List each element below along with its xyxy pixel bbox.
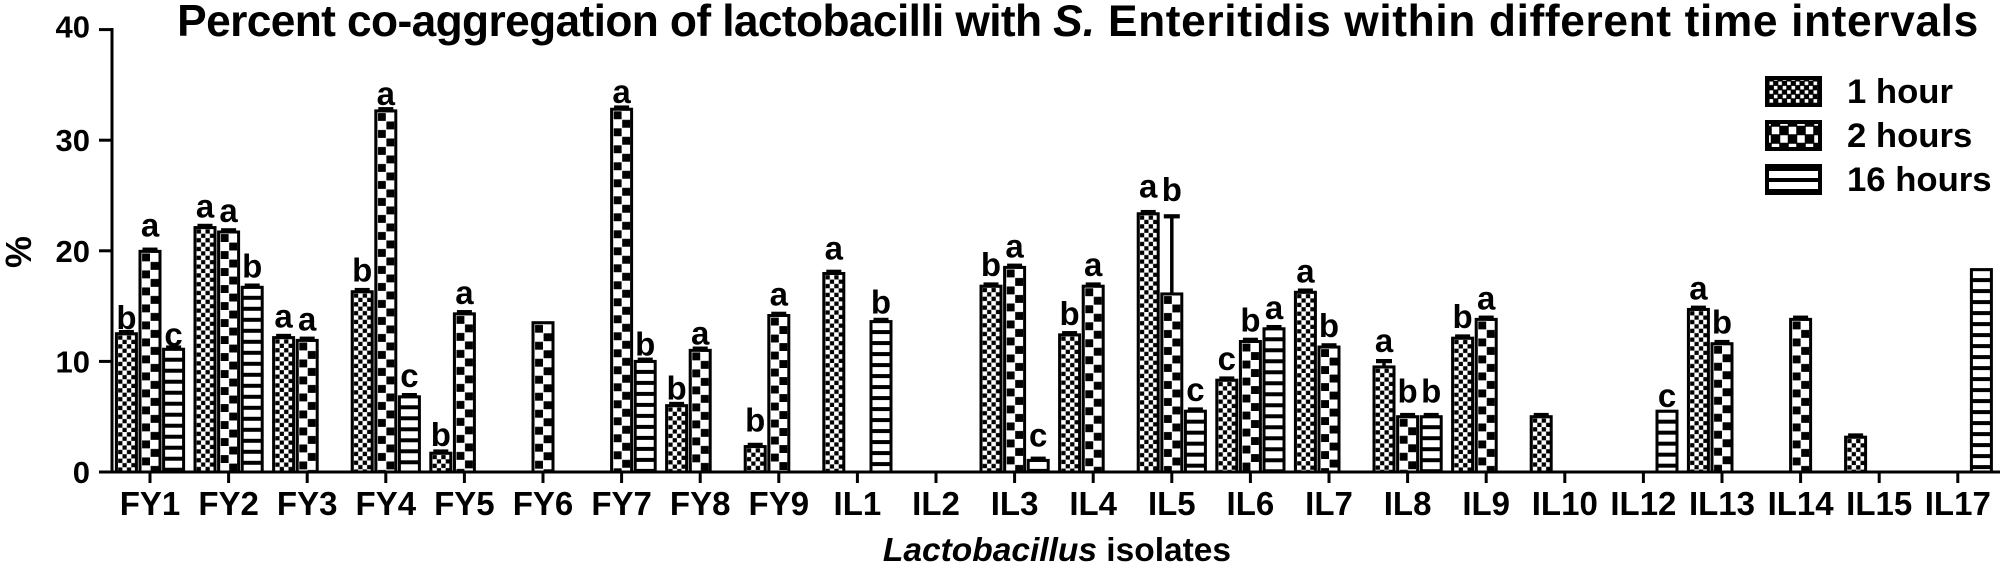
svg-text:b: b (431, 416, 451, 453)
svg-text:IL17: IL17 (1925, 485, 1991, 522)
svg-text:b: b (242, 247, 262, 284)
svg-text:c: c (1218, 340, 1236, 377)
svg-text:1 hour: 1 hour (1847, 73, 1953, 111)
svg-text:FY2: FY2 (198, 485, 259, 522)
svg-text:a: a (691, 314, 710, 351)
svg-text:a: a (1265, 289, 1284, 326)
svg-text:Lactobacillus isolates: Lactobacillus isolates (883, 532, 1231, 569)
svg-text:IL12: IL12 (1610, 485, 1676, 522)
svg-text:IL14: IL14 (1768, 485, 1835, 522)
svg-text:FY9: FY9 (749, 485, 810, 522)
svg-text:a: a (825, 230, 844, 267)
svg-text:2 hours: 2 hours (1847, 117, 1972, 155)
svg-text:a: a (274, 298, 293, 335)
svg-text:0: 0 (73, 455, 90, 490)
svg-text:a: a (1005, 227, 1024, 264)
svg-text:b: b (1240, 302, 1260, 339)
svg-text:a: a (141, 206, 160, 243)
svg-text:b: b (116, 299, 136, 336)
svg-text:a: a (377, 75, 396, 112)
svg-text:40: 40 (56, 10, 90, 45)
svg-text:30: 30 (56, 123, 90, 158)
svg-text:b: b (352, 252, 372, 289)
svg-text:10: 10 (56, 344, 90, 379)
svg-text:a: a (196, 188, 215, 225)
svg-text:a: a (1477, 279, 1496, 316)
svg-text:a: a (612, 73, 631, 110)
svg-text:FY5: FY5 (434, 485, 495, 522)
svg-text:b: b (745, 402, 765, 439)
svg-text:20: 20 (56, 234, 90, 269)
svg-text:c: c (400, 357, 418, 394)
svg-text:IL5: IL5 (1148, 485, 1196, 522)
svg-text:b: b (1060, 295, 1080, 332)
svg-text:FY7: FY7 (591, 485, 652, 522)
svg-text:Percent co-aggregation of lact: Percent co-aggregation of lactobacilli w… (177, 0, 1979, 46)
svg-text:IL8: IL8 (1384, 485, 1432, 522)
svg-text:b: b (1453, 298, 1473, 335)
svg-text:FY4: FY4 (356, 485, 417, 522)
svg-text:IL15: IL15 (1846, 485, 1912, 522)
svg-text:IL4: IL4 (1069, 485, 1117, 522)
svg-text:FY8: FY8 (670, 485, 731, 522)
svg-text:16 hours: 16 hours (1847, 161, 1992, 199)
svg-text:a: a (1084, 246, 1103, 283)
svg-text:a: a (455, 274, 474, 311)
svg-text:b: b (981, 246, 1001, 283)
svg-text:b: b (667, 370, 687, 407)
svg-text:a: a (298, 300, 317, 337)
svg-text:b: b (1319, 307, 1339, 344)
svg-text:IL13: IL13 (1689, 485, 1755, 522)
svg-text:b: b (1421, 373, 1441, 410)
svg-text:FY3: FY3 (277, 485, 338, 522)
svg-text:FY6: FY6 (513, 485, 574, 522)
svg-text:IL2: IL2 (912, 485, 960, 522)
svg-text:IL6: IL6 (1227, 485, 1275, 522)
svg-text:IL10: IL10 (1532, 485, 1598, 522)
svg-text:IL7: IL7 (1305, 485, 1353, 522)
svg-text:%: % (0, 236, 39, 268)
svg-text:a: a (1139, 168, 1158, 205)
svg-text:IL3: IL3 (991, 485, 1039, 522)
svg-text:b: b (635, 325, 655, 362)
svg-text:b: b (1712, 304, 1732, 341)
svg-text:a: a (1689, 269, 1708, 306)
svg-text:b: b (1398, 373, 1418, 410)
svg-text:IL9: IL9 (1462, 485, 1510, 522)
svg-text:IL1: IL1 (834, 485, 882, 522)
svg-text:b: b (1162, 171, 1182, 208)
svg-text:c: c (1029, 416, 1047, 453)
svg-text:c: c (1658, 377, 1676, 414)
svg-text:FY1: FY1 (120, 485, 181, 522)
svg-text:a: a (1296, 252, 1315, 289)
svg-text:a: a (219, 192, 238, 229)
svg-text:b: b (871, 284, 891, 321)
svg-text:a: a (1375, 322, 1394, 359)
svg-text:a: a (770, 276, 789, 313)
svg-text:c: c (1186, 371, 1204, 408)
svg-text:c: c (164, 316, 182, 353)
